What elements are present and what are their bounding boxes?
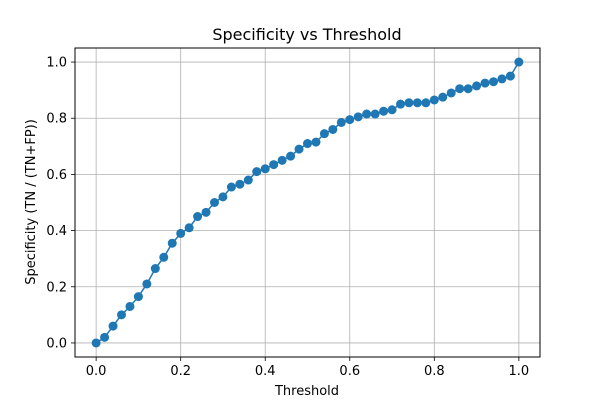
x-tick-label: 0.6: [339, 364, 360, 379]
y-tick-label: 0.6: [46, 168, 67, 183]
data-point: [497, 74, 507, 84]
data-point: [108, 321, 118, 331]
data-point: [472, 81, 482, 91]
x-tick-label: 1.0: [509, 364, 530, 379]
data-point: [303, 139, 312, 149]
plot-frame: [74, 47, 541, 358]
data-point: [412, 98, 422, 108]
y-tick-label: 0.0: [46, 336, 67, 351]
y-tick-label: 0.4: [46, 224, 67, 239]
data-point: [176, 228, 186, 238]
ticks: 0.0 0.2 0.4 0.6 0.8 1.0 0.0 0.2 0.4 0.6 0.8 1.0: [46, 56, 529, 379]
y-tick-label: 1.0: [46, 56, 67, 71]
data-point: [311, 137, 321, 147]
data-point: [184, 223, 194, 233]
x-axis-title: Threshold: [274, 384, 339, 399]
data-point: [404, 98, 414, 108]
y-axis-title: Specificity (TN / (TN+FP)): [24, 119, 39, 285]
data-point: [150, 264, 160, 274]
data-point: [379, 106, 389, 116]
data-point: [142, 279, 152, 289]
data-point: [159, 252, 169, 262]
data-point: [328, 124, 338, 134]
data-point: [362, 109, 372, 119]
y-tick-label: 0.2: [46, 280, 67, 295]
data-point: [218, 192, 228, 202]
data-point: [277, 155, 287, 165]
data-point: [489, 77, 498, 87]
data-point: [294, 144, 304, 154]
x-tick-label: 0.2: [170, 364, 191, 379]
data-point: [252, 167, 262, 177]
data-point: [336, 117, 346, 127]
series-layer: [91, 57, 524, 348]
x-tick-label: 0.8: [424, 364, 445, 379]
data-point: [226, 182, 236, 192]
data-point: [201, 207, 211, 217]
data-point: [387, 105, 397, 115]
data-point: [345, 115, 355, 125]
data-point: [269, 160, 279, 170]
data-point: [421, 98, 431, 108]
data-point: [235, 179, 245, 189]
data-point: [243, 175, 253, 185]
data-point: [429, 95, 439, 105]
data-point: [133, 292, 143, 302]
data-point: [167, 238, 177, 248]
x-tick-label: 0.0: [86, 364, 107, 379]
data-point: [514, 57, 524, 67]
data-point: [91, 338, 101, 348]
data-point: [455, 84, 465, 94]
data-point: [210, 198, 219, 207]
data-point: [193, 212, 203, 222]
data-point: [319, 129, 329, 139]
data-point: [505, 71, 515, 81]
data-point: [370, 109, 380, 119]
data-point: [125, 301, 135, 311]
data-point: [117, 310, 126, 320]
data-point: [286, 151, 296, 161]
data-point: [353, 112, 363, 122]
grid: [75, 48, 540, 357]
data-point: [463, 84, 473, 94]
data-point: [100, 332, 110, 342]
data-point: [438, 92, 448, 102]
y-tick-label: 0.8: [46, 112, 67, 127]
data-point: [446, 88, 456, 98]
data-point: [260, 164, 270, 174]
data-point: [396, 99, 405, 109]
x-tick-label: 0.4: [255, 364, 276, 379]
chart-title: Specificity vs Threshold: [212, 25, 401, 44]
data-point: [480, 78, 490, 88]
